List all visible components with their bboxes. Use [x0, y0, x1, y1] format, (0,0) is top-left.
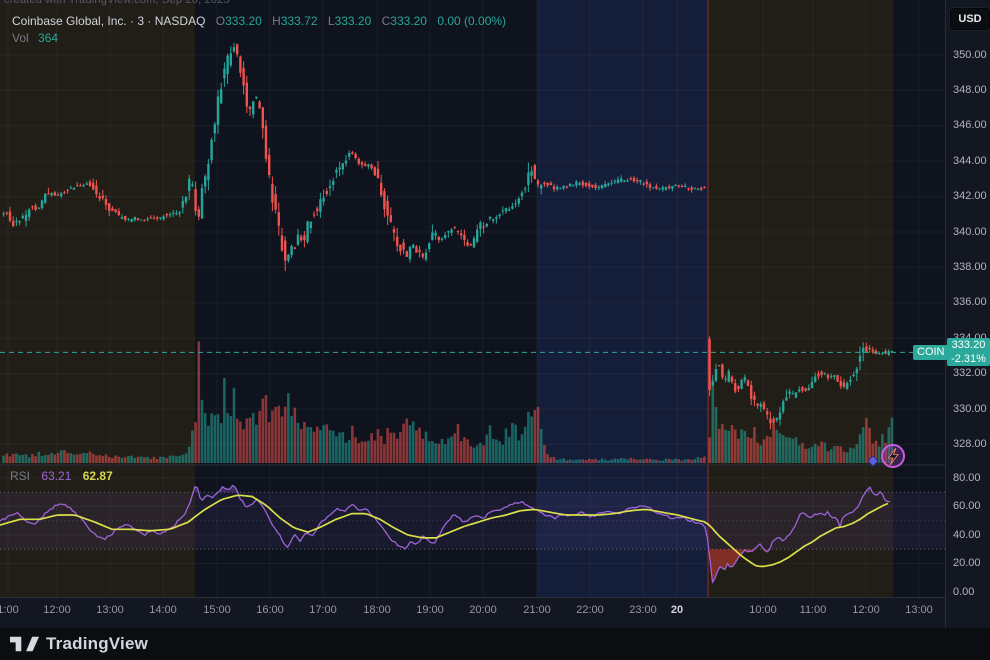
time-axis[interactable]: 1:00 12:00 13:00 14:00 15:00 16:00 17:00 18:00 1…: [0, 597, 990, 629]
time-tick-label: 22:00: [576, 604, 604, 616]
ohlc-low-value: 333.20: [334, 14, 372, 28]
price-tick-label: 328.00: [953, 437, 987, 450]
rsi-label[interactable]: RSI: [10, 469, 31, 483]
rsi-tick-label: 60.00: [953, 500, 981, 512]
price-tick-label: 348.00: [953, 83, 987, 96]
rsi-pane: [0, 484, 891, 584]
time-tick-label: 11:00: [799, 604, 827, 616]
ohlc-high-value: 333.72: [280, 14, 318, 28]
ohlc-high-key: H: [272, 14, 281, 28]
symbol-legend: Coinbase Global, Inc. · 3 · NASDAQ O333.…: [12, 13, 506, 30]
time-tick-label: 12:00: [43, 604, 71, 616]
price-tick-label: 344.00: [953, 154, 987, 167]
candles: [2, 42, 894, 430]
time-tick-label: 23:00: [629, 604, 657, 616]
volume-bars: [2, 341, 894, 463]
ohlc-open-value: 333.20: [225, 14, 262, 28]
chart-markers: [867, 444, 905, 468]
price-tick-label: 342.00: [953, 190, 987, 203]
rsi-tick-label: 40.00: [953, 528, 981, 541]
price-tick-label: 332.00: [953, 367, 987, 380]
ohlc-close-key: C: [381, 14, 391, 28]
symbol-price-chip: COIN: [913, 344, 949, 360]
grid-lines: [0, 0, 945, 597]
time-tick-label: 10:00: [749, 604, 777, 616]
ohlc-low-key: L: [327, 14, 335, 28]
chart-watermark: created with TradingView.com, Sep 20, 20…: [4, 0, 230, 6]
volume-legend: Vol 364: [12, 31, 58, 45]
volume-label: Vol: [12, 31, 29, 45]
price-tick-label: 336.00: [953, 296, 987, 309]
price-tick-label: 346.00: [953, 119, 987, 132]
price-tick-label: 338.00: [953, 260, 987, 273]
last-price-badge[interactable]: 333.20 -2.31%: [947, 338, 990, 367]
time-tick-label: 12:00: [852, 604, 880, 616]
rsi-tick-label: 80.00: [953, 471, 981, 484]
tradingview-wordmark: TradingView: [46, 634, 149, 653]
symbol-title[interactable]: Coinbase Global, Inc. · 3 · NASDAQ: [12, 14, 206, 28]
rsi-value: 63.21: [41, 469, 72, 483]
time-tick-label: 13:00: [96, 604, 124, 616]
time-tick-label: 19:00: [416, 604, 444, 616]
time-tick-label: 15:00: [203, 604, 231, 616]
rsi-level-lines: [0, 491, 945, 550]
time-tick-label: 16:00: [256, 604, 284, 616]
change-value: 0.00 (0.00%): [437, 14, 507, 28]
ohlc-close-value: 333.20: [390, 14, 427, 28]
rsi-legend: RSI 63.21 62.87: [10, 469, 113, 483]
session-bands: [0, 0, 945, 597]
time-tick-label: 21:00: [523, 604, 551, 616]
last-price-value: 333.20: [951, 339, 986, 352]
tradingview-logo[interactable]: TradingView: [10, 633, 148, 655]
tradingview-logo-icon: [10, 636, 39, 652]
rsi-tick-label: 0.00: [953, 585, 975, 598]
time-tick-label: 18:00: [363, 604, 391, 616]
time-tick-label: 20: [670, 604, 684, 616]
rsi-ma-value: 62.87: [82, 469, 113, 483]
currency-button[interactable]: USD: [950, 8, 990, 30]
ohlc-open-key: O: [215, 14, 226, 28]
chart-canvas[interactable]: [0, 0, 945, 597]
time-tick-label: 13:00: [905, 604, 933, 616]
rsi-tick-label: 20.00: [953, 557, 981, 569]
volume-value: 364: [38, 31, 59, 45]
price-tick-label: 350.00: [953, 48, 987, 61]
time-tick-label: 17:00: [309, 604, 337, 616]
price-tick-label: 330.00: [953, 402, 987, 415]
trade-diamond-marker[interactable]: [867, 455, 879, 467]
lightning-icon: [887, 447, 899, 466]
last-price-change-pct: -2.31%: [951, 353, 986, 366]
time-tick-label: 20:00: [469, 604, 497, 616]
chart-svg[interactable]: [0, 0, 945, 597]
price-tick-label: 340.00: [953, 225, 987, 238]
price-axis[interactable]: USD 350.00 348.00 346.00 344.00 342.00 340.00…: [945, 0, 990, 628]
time-tick-label: 14:00: [149, 604, 177, 616]
time-tick-label: 1:00: [0, 604, 19, 616]
bottom-bar: TradingView: [0, 628, 990, 660]
